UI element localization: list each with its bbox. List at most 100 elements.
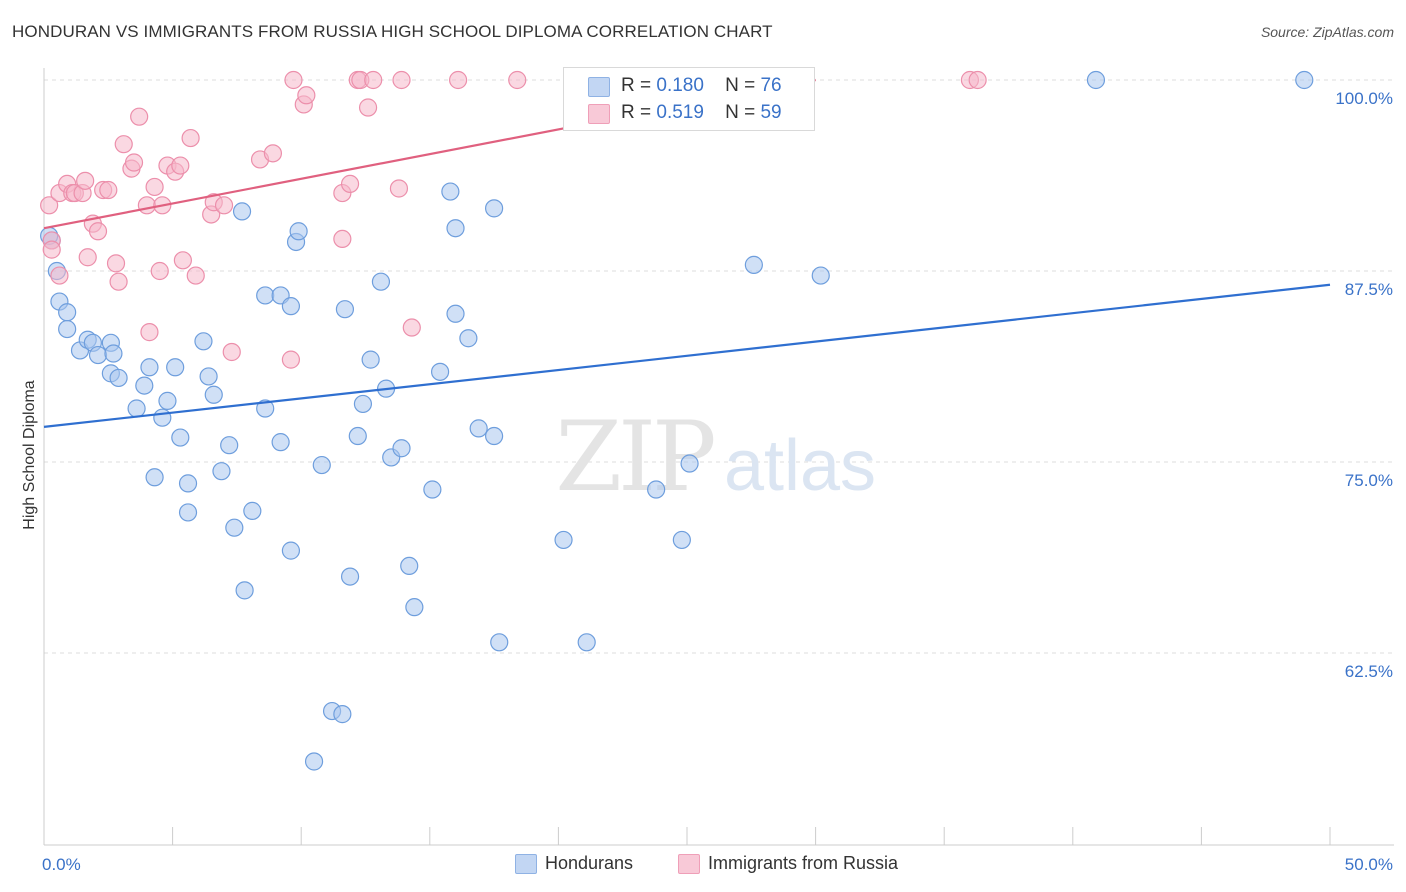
honduran-point [441, 182, 460, 201]
russia-point [109, 272, 128, 291]
honduran-point [333, 705, 352, 724]
russia-point [364, 70, 383, 90]
honduran-point [423, 480, 442, 499]
honduran-point [243, 501, 262, 520]
honduran-point [256, 399, 275, 418]
honduran-point [647, 480, 666, 499]
honduran-point [348, 426, 367, 446]
honduran-point [256, 286, 275, 305]
n-value: 76 [760, 75, 782, 96]
honduran-point [405, 598, 424, 617]
honduran-point [577, 633, 596, 652]
honduran-point [220, 436, 239, 455]
watermark: ZIP atlas [555, 401, 876, 513]
honduran-point [171, 428, 190, 447]
y-tick-label: 87.5% [1345, 280, 1393, 299]
russia-point [222, 342, 241, 362]
honduran-point [194, 332, 213, 351]
honduran-point [88, 345, 108, 365]
r-value: 0.519 [656, 102, 704, 123]
series-legend: Hondurans Immigrants from Russia [0, 852, 1406, 878]
y-tick-label: 100.0% [1335, 89, 1393, 108]
russia-point [968, 70, 987, 90]
russia-point [99, 180, 118, 200]
r-label: R = [621, 75, 652, 96]
russia-point [171, 156, 190, 175]
honduran-point [1086, 70, 1106, 90]
honduran-point [104, 344, 123, 363]
honduran-point [158, 391, 177, 410]
russia-point [214, 196, 234, 215]
x-tick-label: 0.0% [42, 855, 81, 874]
russia-point [76, 171, 95, 190]
russia-point [173, 251, 192, 270]
honduran-point [140, 358, 159, 377]
honduran-point [340, 567, 360, 586]
honduran-point [225, 518, 244, 537]
r-value: 0.180 [656, 75, 704, 96]
russia-point [508, 70, 527, 90]
russia-point [358, 98, 378, 117]
russia-point [340, 174, 360, 194]
pink-swatch [678, 854, 700, 874]
honduran-point [353, 394, 373, 414]
honduran-point [485, 426, 504, 446]
y-axis-title: High School Diploma [21, 380, 38, 530]
trend-lines [43, 78, 1331, 428]
watermark-atlas: atlas [724, 426, 876, 506]
russia-point [88, 222, 108, 241]
honduran-point [361, 350, 380, 369]
honduran-point [446, 219, 465, 238]
russia-point [106, 254, 126, 273]
russia-point [186, 266, 205, 285]
honduran-point [166, 358, 185, 377]
honduran-point [469, 419, 488, 438]
russia-point [448, 70, 468, 90]
n-label: N = [725, 102, 756, 123]
russia-point [140, 323, 159, 342]
honduran-point [672, 530, 691, 550]
honduran-point [680, 454, 699, 473]
n-value: 59 [760, 102, 782, 123]
russia-point [78, 248, 97, 267]
honduran-point [485, 199, 504, 218]
honduran-point [281, 541, 301, 560]
honduran-point [271, 433, 290, 452]
honduran-point [199, 367, 218, 386]
russia-point [392, 70, 411, 90]
pink-swatch [588, 104, 610, 124]
russia-point [281, 350, 301, 369]
russia-point [284, 70, 303, 90]
y-tick-label: 75.0% [1345, 471, 1393, 490]
honduran-point [392, 439, 411, 458]
honduran-point [446, 304, 465, 323]
honduran-point [371, 272, 391, 291]
blue-swatch [588, 77, 610, 97]
honduran-point [235, 581, 254, 600]
russia-point [297, 86, 316, 105]
russia-point [150, 261, 169, 281]
tick-labels: 62.5% 75.0% 87.5% 100.0% 0.0% 50.0% [42, 89, 1393, 874]
grid-lines [44, 79, 1394, 654]
honduran-point [281, 297, 301, 316]
chart-title: HONDURAN VS IMMIGRANTS FROM RUSSIA HIGH … [12, 22, 773, 41]
legend-label: Immigrants from Russia [708, 853, 899, 873]
honduran-point [135, 376, 154, 395]
russia-point [40, 196, 59, 215]
honduran-point [153, 408, 172, 427]
russia-point [50, 266, 69, 285]
axes [43, 68, 1394, 846]
honduran-point [430, 362, 450, 381]
russia-point [389, 179, 409, 198]
honduran-point [459, 329, 478, 348]
honduran-point [312, 455, 331, 475]
honduran-point [232, 202, 252, 221]
series-immigrants-from-russia [40, 70, 987, 369]
honduran-point [212, 462, 231, 481]
r-label: R = [621, 102, 652, 123]
honduran-point [109, 368, 128, 388]
honduran-point [811, 266, 830, 285]
n-label: N = [725, 75, 756, 96]
russia-point [263, 144, 283, 163]
